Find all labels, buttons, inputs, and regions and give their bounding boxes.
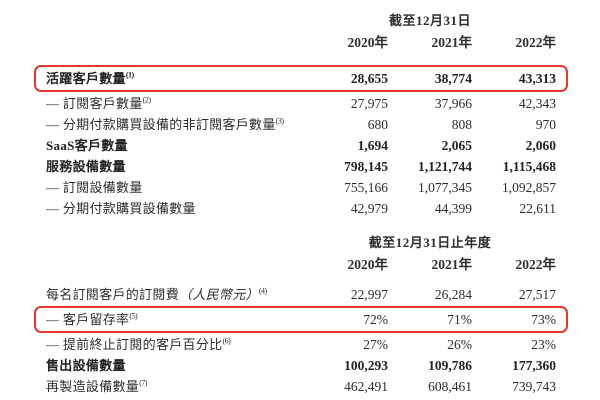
highlight-box-active-customers: 活躍客戶數量(1) 28,655 38,774 43,313 — [34, 65, 568, 92]
section2-years-row: 2020年 2021年 2022年 — [46, 254, 557, 274]
metric-value: 44,399 — [434, 201, 472, 216]
metric-value: 1,092,857 — [502, 180, 556, 195]
year-column-header: 2020年 — [347, 257, 389, 272]
metric-value: 37,966 — [434, 96, 472, 111]
metric-value: 42,343 — [518, 96, 556, 111]
metric-value: 2,060 — [525, 138, 556, 153]
metric-value: 42,979 — [350, 201, 388, 216]
metric-value: 1,121,744 — [418, 159, 472, 174]
metric-label: — 提前終止訂閱的客戶百分比(6) — [46, 336, 231, 352]
footnote-marker: (7) — [139, 378, 147, 388]
metric-label: — 訂閱設備數量 — [46, 180, 143, 195]
footnote-marker: (3) — [275, 116, 284, 126]
highlight-box-retention-rate: — 客戶留存率(5) 72% 71% 73% — [34, 306, 568, 333]
metric-label: SaaS客戶數量 — [46, 138, 128, 153]
metric-value: 755,166 — [344, 180, 388, 195]
metric-row-active-customers: 活躍客戶數量(1) 28,655 38,774 43,313 — [46, 68, 556, 89]
year-column-header: 2021年 — [431, 35, 473, 50]
year-column-header: 2022年 — [515, 35, 557, 50]
metric-row-devices-in-service: 服務設備數量 798,145 1,121,744 1,115,468 — [46, 156, 556, 177]
year-column-header: 2022年 — [515, 257, 557, 272]
metric-value: 26,284 — [434, 287, 472, 302]
metric-label: 售出設備數量 — [46, 358, 126, 373]
metric-value: 680 — [367, 117, 388, 132]
metric-label: 再製造設備數量(7) — [46, 378, 147, 394]
year-column-header: 2020年 — [347, 35, 389, 50]
footnote-marker: (5) — [129, 311, 138, 321]
footnote-marker: (2) — [142, 95, 151, 105]
metric-value: 808 — [451, 117, 472, 132]
period-header: 截至12月31日 — [388, 13, 471, 28]
metrics-table-section1: 截至12月31日 2020年 2021年 2022年 活躍客戶數量(1) 28,… — [34, 10, 568, 219]
metric-value: 970 — [535, 117, 556, 132]
metric-value: 2,065 — [441, 138, 472, 153]
metric-value: 739,743 — [512, 379, 556, 394]
metric-value: 71% — [447, 312, 472, 327]
section1-period-row: 截至12月31日 — [46, 10, 556, 32]
metric-value: 23% — [531, 337, 556, 352]
metric-label: 服務設備數量 — [46, 159, 126, 174]
metric-value: 1,077,345 — [418, 180, 472, 195]
metric-value: 608,461 — [428, 379, 472, 394]
metric-value: 1,694 — [357, 138, 388, 153]
metric-value: 22,997 — [350, 287, 388, 302]
metric-value: 27,975 — [350, 96, 388, 111]
footnote-marker: (1) — [125, 70, 134, 80]
metric-value: 38,774 — [434, 71, 472, 86]
metric-value: 798,145 — [344, 159, 388, 174]
metric-label: — 客戶留存率(5) — [46, 311, 138, 327]
metric-label: — 訂閱客戶數量(2) — [46, 95, 151, 111]
metric-value: 28,655 — [350, 71, 388, 86]
metric-row-subscription-customers: — 訂閱客戶數量(2) 27,975 37,966 42,343 — [46, 93, 556, 114]
metric-value: 26% — [447, 337, 472, 352]
metric-row-subscription-fee: 每名訂閱客戶的訂閱費（人民幣元）(4) 22,997 26,284 27,517 — [46, 284, 556, 305]
metric-value: 27,517 — [518, 287, 556, 302]
footnote-marker: (4) — [258, 286, 267, 296]
metric-row-installment-noSub-customers: — 分期付款購買設備的非訂閱客戶數量(3) 680 808 970 — [46, 114, 556, 135]
metric-label: — 分期付款購買設備數量 — [46, 201, 196, 216]
metric-label: — 分期付款購買設備的非訂閱客戶數量(3) — [46, 116, 284, 132]
spacer — [46, 274, 556, 284]
section2-period-row: 截至12月31日止年度 — [46, 232, 556, 254]
period-header: 截至12月31日止年度 — [368, 235, 492, 250]
label-italic-part: （人民幣元） — [179, 287, 259, 302]
metric-row-subscription-devices: — 訂閱設備數量 755,166 1,077,345 1,092,857 — [46, 177, 556, 198]
section1-years-row: 2020年 2021年 2022年 — [46, 32, 557, 52]
metric-row-remanufactured-devices: 再製造設備數量(7) 462,491 608,461 739,743 — [46, 376, 556, 397]
metric-label: 每名訂閱客戶的訂閱費（人民幣元）(4) — [46, 286, 267, 302]
metric-value: 43,313 — [518, 71, 556, 86]
metric-value: 22,611 — [519, 201, 556, 216]
metric-row-saas-customers: SaaS客戶數量 1,694 2,065 2,060 — [46, 135, 556, 156]
metric-value: 72% — [363, 312, 388, 327]
metric-value: 177,360 — [512, 358, 556, 373]
metric-value: 109,786 — [428, 358, 472, 373]
spacer — [46, 52, 556, 64]
year-column-header: 2021年 — [431, 257, 473, 272]
metric-row-early-termination: — 提前終止訂閱的客戶百分比(6) 27% 26% 23% — [46, 334, 556, 355]
footnote-marker: (6) — [222, 336, 231, 346]
metric-value: 1,115,468 — [502, 159, 556, 174]
metric-value: 462,491 — [344, 379, 388, 394]
section-gap — [46, 219, 556, 232]
metric-row-installment-devices: — 分期付款購買設備數量 42,979 44,399 22,611 — [46, 198, 556, 219]
metric-label: 活躍客戶數量(1) — [46, 70, 134, 86]
metrics-table-section2: 截至12月31日止年度 2020年 2021年 2022年 每名訂閱客戶的訂閱費… — [34, 232, 568, 397]
metric-row-devices-sold: 售出設備數量 100,293 109,786 177,360 — [46, 355, 556, 376]
metric-value: 100,293 — [344, 358, 388, 373]
metric-value: 27% — [363, 337, 388, 352]
metric-row-customer-retention: — 客戶留存率(5) 72% 71% 73% — [46, 309, 556, 330]
metric-value: 73% — [531, 312, 556, 327]
